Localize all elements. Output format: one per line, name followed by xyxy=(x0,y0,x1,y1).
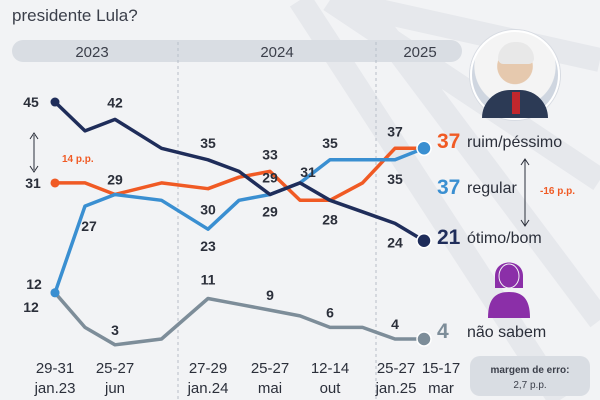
data-label-nao_sabem: 4 xyxy=(391,316,399,332)
x-tick-label: mar xyxy=(428,380,454,397)
woman-icon xyxy=(488,262,530,318)
data-label-otimo: 42 xyxy=(107,94,123,110)
year-label: 2023 xyxy=(75,44,108,61)
year-label: 2025 xyxy=(403,44,436,61)
x-tick-label: out xyxy=(320,380,342,397)
margin-box xyxy=(470,356,590,396)
legend-name-nao_sabem: não sabem xyxy=(467,324,546,341)
data-label-regular: 35 xyxy=(387,171,403,187)
end-point-regular xyxy=(416,140,432,157)
x-tick-label: jan.23 xyxy=(34,380,76,397)
x-tick-label: 15-17 xyxy=(422,360,460,377)
portrait-tie xyxy=(512,92,520,114)
x-tick-label: 12-14 xyxy=(311,360,349,377)
data-label-ruim: 33 xyxy=(262,146,278,162)
woman-head xyxy=(498,263,520,289)
x-tick-label: 27-29 xyxy=(189,360,227,377)
data-label-regular: 29 xyxy=(262,204,278,220)
series-line-nao_sabem xyxy=(53,291,424,347)
data-label-otimo: 24 xyxy=(387,234,403,250)
x-tick-label: 25-27 xyxy=(96,360,134,377)
gap-label-left: 14 p.p. xyxy=(62,154,94,165)
question-line: presidente Lula? xyxy=(12,6,138,25)
x-tick-label: 25-27 xyxy=(251,360,289,377)
year-label: 2024 xyxy=(260,44,293,61)
data-label-ruim: 37 xyxy=(387,123,403,139)
data-label-regular: 27 xyxy=(81,218,97,234)
portrait-hair xyxy=(498,42,534,64)
end-point-otimo xyxy=(416,232,432,249)
series-line-regular xyxy=(53,146,425,294)
data-label-regular-start: 12 xyxy=(26,276,42,292)
legend-name-regular: regular xyxy=(467,180,517,197)
x-tick-label: mai xyxy=(258,380,282,397)
data-label-regular: 35 xyxy=(322,135,338,151)
data-label-otimo: 29 xyxy=(262,170,278,186)
start-point-otimo xyxy=(50,97,60,107)
portrait-photo xyxy=(470,30,560,120)
start-point-regular xyxy=(50,288,60,298)
data-label-regular: 23 xyxy=(200,238,216,254)
data-label-ruim: 31 xyxy=(25,175,41,191)
data-label-nao_sabem: 9 xyxy=(266,287,274,303)
data-label-otimo: 31 xyxy=(300,164,316,180)
data-label-otimo: 45 xyxy=(23,94,39,110)
data-label-ruim: 29 xyxy=(107,172,123,188)
legend-value-otimo: 21 xyxy=(437,226,461,249)
data-label-nao_sabem: 3 xyxy=(111,322,119,338)
x-tick-label: jan.24 xyxy=(187,380,229,397)
x-tick-label: 29-31 xyxy=(36,360,74,377)
gap-arrows-right xyxy=(520,158,530,227)
end-point-nao_sabem xyxy=(416,331,432,347)
data-label-nao_sabem: 12 xyxy=(23,299,39,315)
margin-value: 2,7 p.p. xyxy=(513,380,546,391)
legend-value-regular: 37 xyxy=(437,176,460,199)
gap-arrows-left xyxy=(29,132,39,173)
legend-value-ruim: 37 xyxy=(437,130,460,153)
data-label-otimo: 28 xyxy=(322,211,338,227)
start-point-ruim xyxy=(50,178,60,188)
legend-name-ruim: ruim/péssimo xyxy=(467,134,562,151)
series-line-ruim xyxy=(55,146,424,203)
woman-body xyxy=(488,292,530,318)
series-line-otimo xyxy=(53,100,425,243)
legend-value-nao_sabem: 4 xyxy=(437,320,449,343)
data-label-nao_sabem: 11 xyxy=(201,272,216,288)
margin-label: margem de erro: xyxy=(491,365,570,376)
data-label-otimo: 35 xyxy=(200,135,216,151)
legend-name-otimo: ótimo/bom xyxy=(467,230,542,247)
data-label-ruim: 30 xyxy=(200,202,216,218)
background-ray xyxy=(289,0,571,400)
x-tick-label: jan.25 xyxy=(375,380,417,397)
x-tick-label: jun xyxy=(104,380,125,397)
year-bar xyxy=(12,40,462,62)
data-label-nao_sabem: 6 xyxy=(326,304,334,320)
gap-label-right: -16 p.p. xyxy=(540,186,575,197)
x-tick-label: 25-27 xyxy=(377,360,415,377)
